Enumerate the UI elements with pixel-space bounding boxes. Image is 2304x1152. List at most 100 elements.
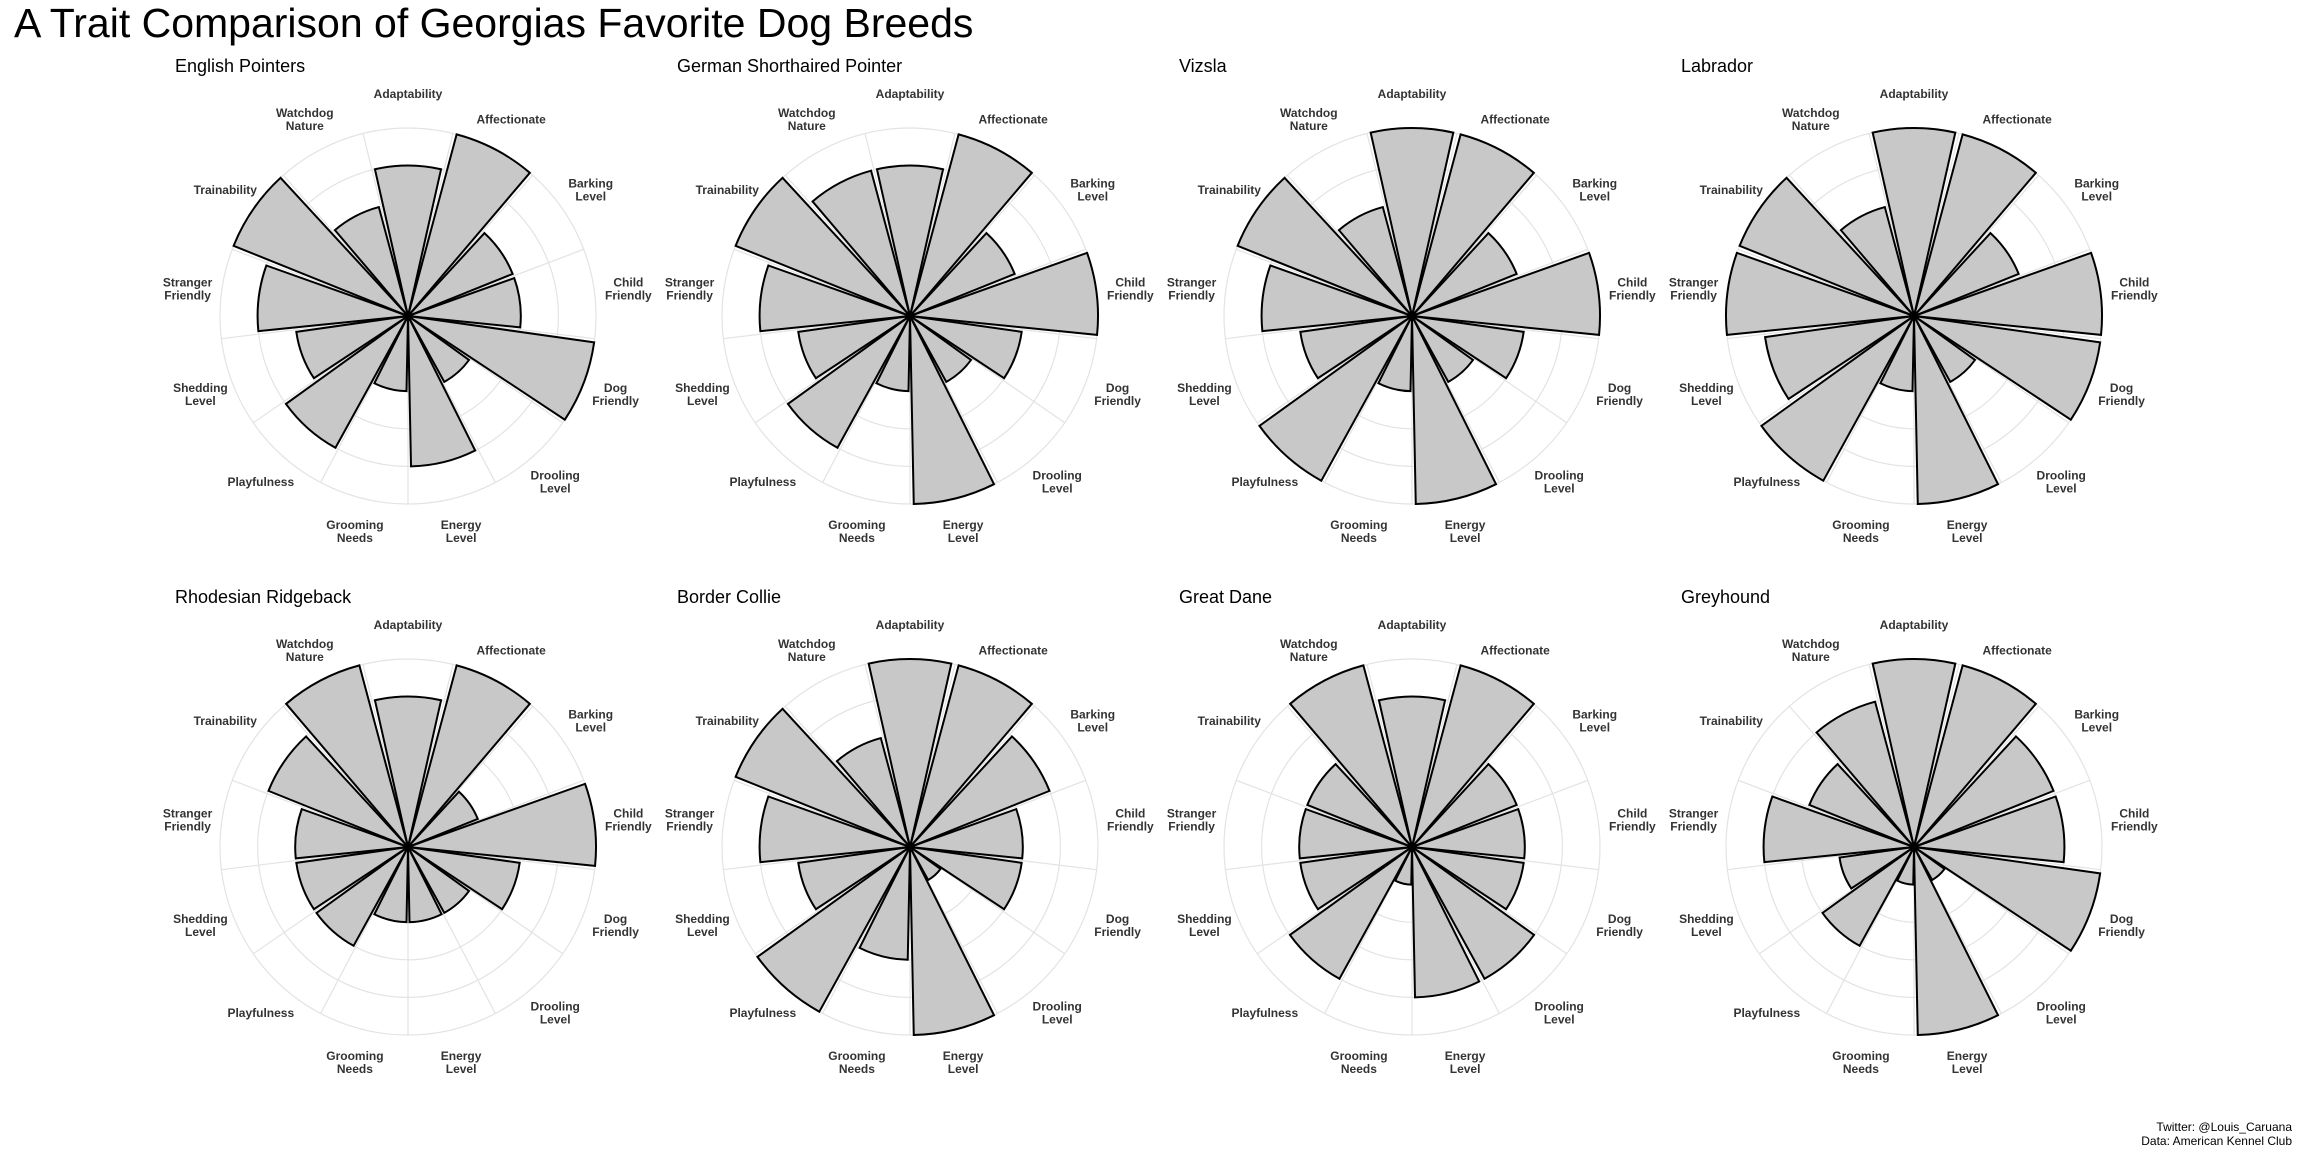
trait-label-line: Friendly [1670,820,1717,834]
bar [1337,205,1413,317]
trait-label-line: Level [1042,1013,1073,1027]
trait-label-line: Level [1189,394,1220,408]
trait-label-line: Level [1189,925,1220,939]
trait-label-line: Trainability [1700,714,1764,728]
trait-label-line: Friendly [1094,925,1141,939]
trait-label-line: Level [185,925,216,939]
trait-label-line: Energy [441,1049,482,1063]
bar [407,782,597,868]
bar [909,846,1023,911]
trait-label-line: Level [1544,1013,1575,1027]
trait-label: Watchdog Nature [276,637,334,664]
trait-label: Grooming Needs [326,518,383,545]
trait-label: Watchdog Nature [1280,637,1338,664]
trait-label-line: Level [1579,720,1610,734]
trait-label-line: Affectionate [979,643,1049,657]
trait-label-line: Nature [1792,650,1830,664]
trait-label-line: Friendly [592,925,639,939]
trait-label-line: Friendly [1168,820,1215,834]
trait-label: Shedding Level [675,381,730,408]
trait-label-line: Barking [1572,176,1617,190]
trait-label-line: Friendly [666,289,713,303]
bar [1411,315,1498,505]
trait-label-line: Friendly [2111,289,2158,303]
trait-label-line: Nature [788,650,826,664]
trait-label-line: Grooming [326,1049,383,1063]
trait-label: Drooling Level [1033,1000,1082,1027]
trait-label: Energy Level [1445,518,1486,545]
trait-label-line: Level [540,482,571,496]
trait-label: Affectionate [1481,643,1551,657]
trait-label-line: Affectionate [477,112,547,126]
bar [758,264,911,333]
panel-title: Rhodesian Ridgeback [175,587,352,607]
trait-label-line: Affectionate [1481,112,1551,126]
trait-label-line: Child [2119,807,2149,821]
trait-label: Shedding Level [1177,912,1232,939]
trait-label-line: Affectionate [979,112,1049,126]
trait-label-line: Barking [568,707,613,721]
trait-label-line: Needs [839,531,875,545]
bar [909,315,1023,380]
trait-label-line: Trainability [1198,714,1262,728]
trait-label-line: Child [1617,807,1647,821]
bar [1738,176,1915,317]
trait-label-line: Shedding [1679,381,1734,395]
trait-label-line: Stranger [1669,276,1719,290]
trait-label-line: Drooling [1033,1000,1082,1014]
bar [1763,315,1915,401]
bar [1839,205,1915,317]
trait-label: Dog Friendly [1596,912,1643,939]
trait-label-line: Shedding [173,381,228,395]
trait-label: Stranger Friendly [163,276,213,303]
trait-label-line: Level [1691,925,1722,939]
trait-label-line: Energy [1445,518,1486,532]
trait-label-line: Friendly [605,820,652,834]
trait-label: Child Friendly [1609,807,1656,834]
bar [295,315,409,380]
bar [407,276,522,329]
trait-label: Child Friendly [1609,276,1656,303]
trait-label-line: Barking [568,176,613,190]
bar [734,176,911,317]
trait-label: Drooling Level [531,1000,580,1027]
bar [1871,127,1957,317]
trait-label: Trainability [696,714,760,728]
bar [1871,658,1957,848]
trait-label-line: Shedding [675,912,730,926]
trait-label-line: Level [1077,720,1108,734]
trait-label: Dog Friendly [592,381,639,408]
trait-label-line: Drooling [531,1000,580,1014]
bar [373,695,443,848]
trait-label-line: Nature [1290,119,1328,133]
trait-label: Barking Level [1070,176,1115,203]
bar [284,664,409,848]
bar [909,231,1016,317]
trait-label: Affectionate [1983,112,2053,126]
trait-label-line: Level [1952,531,1983,545]
trait-label-line: Level [687,925,718,939]
trait-label-line: Shedding [1679,912,1734,926]
trait-label-line: Energy [943,1049,984,1063]
bar [875,315,911,393]
radial-chart: Border Collie Adaptability Affectionate Bar… [665,587,1154,1076]
trait-label-line: Watchdog [1280,637,1338,651]
trait-label: Drooling Level [1033,469,1082,496]
trait-label: Playfulness [1733,1006,1800,1020]
trait-label: Grooming Needs [828,518,885,545]
trait-label-line: Watchdog [1782,637,1840,651]
bar [373,846,409,924]
trait-label-line: Dog [1106,912,1129,926]
trait-label-line: Level [446,531,477,545]
trait-label-line: Dog [2110,381,2133,395]
trait-label: Watchdog Nature [778,106,836,133]
trait-label-line: Level [185,394,216,408]
trait-label-line: Dog [2110,912,2133,926]
bar [315,846,409,948]
bar [407,231,514,317]
trait-label-line: Grooming [1832,518,1889,532]
bar [1377,315,1413,393]
trait-label-line: Adaptability [1378,618,1447,632]
